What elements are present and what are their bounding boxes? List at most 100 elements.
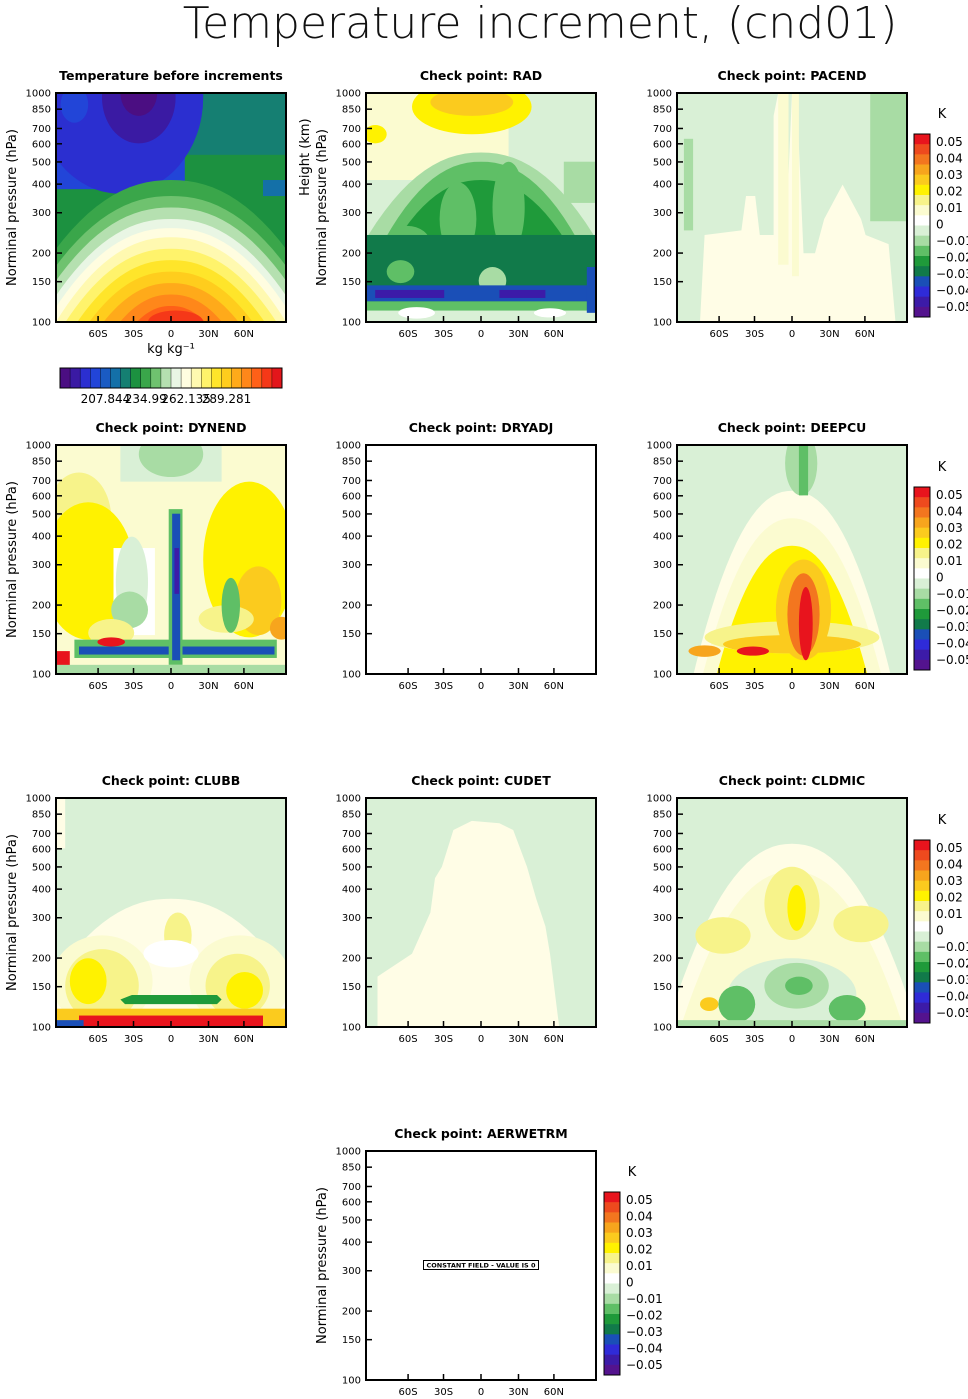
y-tick-label-150: 150 [32,277,51,288]
colorbar-label: 0.01 [626,1259,653,1273]
colorbar-label: −0.05 [936,300,968,314]
colorbar-label: −0.04 [936,990,968,1004]
colorbar-label: −0.05 [626,1358,663,1372]
y-tick-label-100: 100 [342,670,361,681]
colorbar-label: −0.04 [626,1342,663,1356]
colorbar-swatch [914,951,930,963]
y-tick-label-850: 850 [342,1163,361,1174]
x-tick-label-30s: 30S [434,1387,453,1398]
colorbar-swatch [604,1192,620,1203]
x-tick-label-30n: 30N [819,329,839,340]
y-tick-label-400: 400 [32,885,51,896]
constant-field-note: CONSTANT FIELD - VALUE IS 0 [427,1262,536,1270]
panel-rad: Check point: RAD 100 150 200 300 400 500 600 700… [298,68,597,340]
colorbar-swatch [914,649,930,661]
colorbar-swatch [140,368,152,388]
colorbar-label: 0.02 [936,891,963,905]
panel-dynend: Check point: DYNEND 100 150 200 300 400 500 600… [5,420,287,692]
panel-title: Check point: RAD [420,68,542,83]
x-tick-label-30n: 30N [508,681,528,692]
colorbar-swatch [914,276,930,287]
colorbar-unit: K [938,460,947,475]
colorbar-label: 0.01 [936,201,963,215]
y-tick-label-200: 200 [653,954,672,965]
colorbar-swatch [231,368,243,388]
x-tick-label-30s: 30S [124,329,143,340]
colorbar-label: 0.03 [936,874,963,888]
y-tick-label-400: 400 [653,532,672,543]
colorbar-swatch [914,639,930,651]
y-tick-label-150: 150 [653,629,672,640]
colorbar-swatch [914,266,930,277]
colorbar-frame [913,133,931,318]
y-tick-label-500: 500 [342,157,361,168]
colorbar-swatch [914,629,930,640]
y-tick-label-300: 300 [342,560,361,571]
y-axis-label: Norminal pressure (hPa) [5,129,20,286]
y-tick-label-400: 400 [653,885,672,896]
colorbar-swatch [604,1242,620,1254]
colorbar-label: −0.04 [936,284,968,298]
y-tick-label-400: 400 [653,180,672,191]
colorbar-swatch [150,368,162,388]
y-tick-label-300: 300 [32,560,51,571]
y-tick-label-500: 500 [653,862,672,873]
x-tick-label-60s: 60S [710,1034,729,1045]
colorbar-label: 0 [936,571,944,585]
heatmap-deepcu [677,445,907,674]
increment-colorbar-1: K 0.05 0.04 0.03 0.02 0.01 0 −0.01 −0.02 −0.03 −0.… [913,107,968,318]
x-tick-label-30s: 30S [124,681,143,692]
colorbar-swatch [604,1202,620,1213]
y-tick-label-100: 100 [32,318,51,329]
panel-cldmic: Check point: CLDMIC 100 150 200 300 400 500 600… [647,773,908,1045]
figure-title: Temperature increment, (cnd01) [183,0,898,49]
y-tick-label-500: 500 [342,1215,361,1226]
colorbar-swatch [604,1303,620,1315]
colorbar-swatch [914,609,930,620]
x-axis-label: kg kg⁻¹ [147,342,195,357]
colorbar-swatch [271,368,283,388]
colorbar-swatch [70,368,81,388]
x-tick-label-60n: 60N [544,681,564,692]
heatmap-tbefore [56,93,286,322]
heatmap-dynend [56,445,286,674]
colorbar-swatch [604,1232,620,1244]
colorbar-label: 0.01 [936,554,963,568]
colorbar-swatch [914,982,930,993]
x-tick-label-60n: 60N [855,329,875,340]
colorbar-swatch [914,507,930,518]
x-tick-label-60s: 60S [710,329,729,340]
colorbar-label: −0.05 [936,653,968,667]
y-tick-label-300: 300 [653,913,672,924]
colorbar-swatch [914,890,930,902]
y-tick-label-700: 700 [32,124,51,135]
colorbar-label: −0.04 [936,637,968,651]
y-tick-label-700: 700 [342,124,361,135]
colorbar-swatch [914,850,930,861]
x-tick-label-30n: 30N [819,1034,839,1045]
y-tick-label-1000: 1000 [26,89,51,100]
colorbar-swatch [914,174,930,186]
colorbar-swatch [914,235,930,247]
colorbar-label: −0.02 [936,251,968,265]
colorbar-swatch [604,1283,620,1295]
y-tick-label-400: 400 [342,180,361,191]
y-tick-label-150: 150 [342,629,361,640]
y-tick-label-700: 700 [32,476,51,487]
colorbar-label: 0.03 [626,1226,653,1240]
x-tick-label-30n: 30N [508,1387,528,1398]
colorbar-swatch [914,517,930,529]
colorbar-label: −0.01 [626,1292,663,1306]
colorbar-swatch [100,368,111,388]
y-tick-label-1000: 1000 [336,441,361,452]
y-tick-label-200: 200 [342,249,361,260]
colorbar-label: −0.02 [626,1309,663,1323]
y-tick-label-1000: 1000 [647,441,672,452]
y-tick-label-700: 700 [32,829,51,840]
colorbar-swatch [914,144,930,155]
colorbar-swatch [914,880,930,892]
x-tick-label-60s: 60S [710,681,729,692]
y-tick-label-500: 500 [653,509,672,520]
colorbar-label: −0.03 [936,620,968,634]
